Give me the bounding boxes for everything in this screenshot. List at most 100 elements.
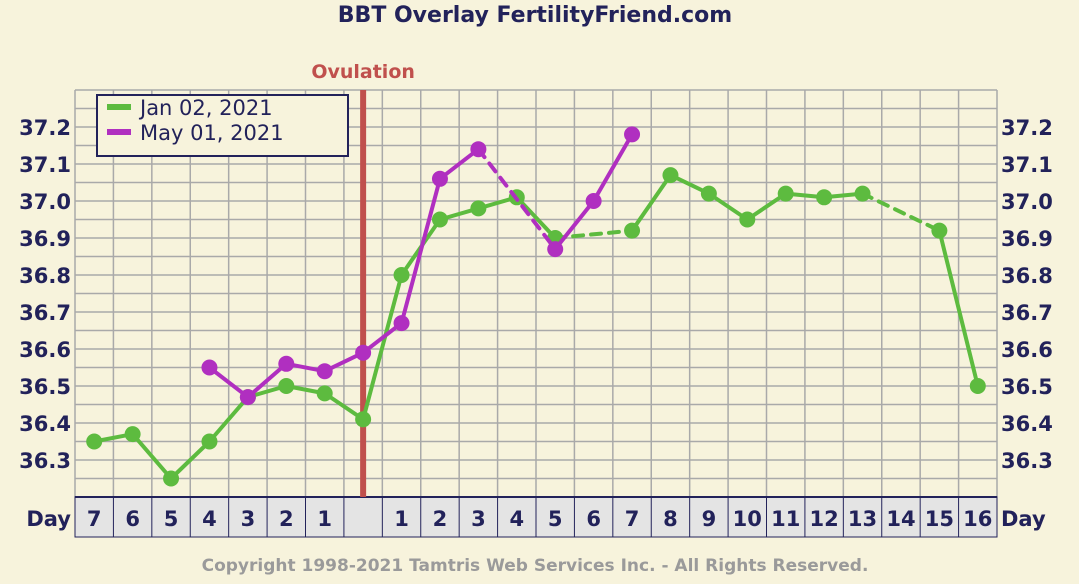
x-tick-label: 5 [164,507,179,531]
y-tick-label-right: 36.9 [1001,227,1053,251]
x-tick-label: 2 [279,507,294,531]
x-tick-label: 13 [848,507,877,531]
data-point [278,378,295,394]
x-axis-label-left: Day [26,507,71,531]
series-segment [437,147,481,181]
x-axis-label-right: Day [1001,507,1046,531]
y-tick-label-right: 37.1 [1001,153,1053,177]
series-segment-dashed [860,191,942,233]
y-tick-label-right: 37.2 [1001,116,1053,140]
x-tick-label: 16 [963,507,992,531]
data-point [355,411,372,428]
data-point [969,378,986,394]
x-tick-label: 14 [886,507,915,531]
y-tick-label-left: 37.2 [19,116,71,140]
series-segment [361,273,404,422]
data-point [86,433,103,450]
data-point [431,170,448,187]
y-tick-label-right: 36.3 [1001,449,1053,473]
y-tick-label-right: 36.6 [1001,338,1053,362]
series-segment [169,439,212,481]
x-tick-label: 3 [241,507,256,531]
series-segment [937,228,980,388]
series-1 [86,167,986,487]
data-point [777,185,794,202]
y-tick-label-left: 36.6 [19,338,71,362]
x-tick-label: 11 [771,507,800,531]
x-tick-label: 6 [586,507,601,531]
data-point [239,389,256,406]
series-segment [245,361,289,400]
series-segment-dashed [476,147,558,252]
data-point [393,315,410,332]
legend-label: May 01, 2021 [140,121,284,145]
series-2 [201,126,641,406]
data-point [585,193,602,209]
y-tick-label-left: 37.0 [19,190,71,214]
x-tick-label: 4 [202,507,217,531]
x-tick-label: 2 [433,507,448,531]
x-tick-label: 9 [702,507,717,531]
data-point [393,267,410,283]
x-tick-label: 6 [125,507,140,531]
y-tick-label-right: 37.0 [1001,190,1053,214]
legend-box [96,94,349,157]
data-point [201,359,218,376]
y-tick-label-left: 36.5 [19,375,71,399]
y-tick-label-right: 36.8 [1001,264,1053,288]
data-point [662,167,679,184]
x-tick-label: 4 [509,507,524,531]
x-tick-label: 5 [548,507,563,531]
data-point [816,189,833,206]
series-segment [591,132,635,203]
y-tick-label-right: 36.7 [1001,301,1053,325]
data-point [624,126,641,143]
x-tick-label: 8 [663,507,678,531]
x-tick-label: 7 [625,507,640,531]
y-tick-label-left: 36.7 [19,301,71,325]
series-segment [399,176,442,326]
data-point [700,185,717,202]
data-point [431,211,448,228]
series-segment [130,432,174,481]
series-segment [361,321,404,355]
chart-title: BBT Overlay FertilityFriend.com [338,3,732,28]
copyright-text: Copyright 1998-2021 Tamtris Web Services… [202,556,869,576]
x-tick-label: 1 [317,507,332,531]
data-point [547,241,564,258]
x-tick-label: 1 [394,507,409,531]
y-tick-label-left: 36.4 [19,412,71,436]
ovulation-label: Ovulation [311,61,415,83]
y-tick-label-left: 37.1 [19,153,71,177]
series-segment [207,365,250,400]
series-segment [514,195,558,240]
data-point [201,433,218,450]
plot-area: 37.2 37.2 37.1 37.1 37.0 37.0 36.9 36.9 36.8 36.8… [19,61,1053,538]
y-tick-label-right: 36.5 [1001,375,1053,399]
data-point [316,385,333,402]
data-point [931,222,948,239]
x-tick-label: 12 [810,507,839,531]
series-segment [207,395,250,444]
series-segment-dashed [553,228,635,240]
data-point [278,355,295,372]
series-segment [553,199,596,252]
x-tick-label: 15 [925,507,954,531]
y-tick-label-left: 36.3 [19,449,71,473]
data-point [624,222,641,239]
x-tick-label: 7 [87,507,102,531]
data-point [124,426,141,443]
series-segment [630,173,673,233]
data-point [163,470,180,487]
data-point [470,200,487,217]
data-point [355,344,372,361]
y-tick-label-left: 36.9 [19,227,71,251]
data-point [316,363,333,380]
data-point [854,185,871,202]
legend-label: Jan 02, 2021 [138,96,273,120]
x-tick-label: 10 [733,507,762,531]
x-tick-label: 3 [471,507,486,531]
data-point [470,141,487,158]
